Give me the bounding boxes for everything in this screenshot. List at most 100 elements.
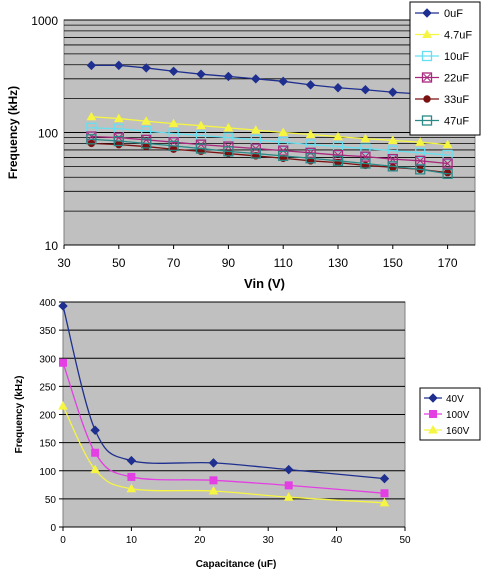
chart-2-x-tick-label: 30	[263, 535, 275, 546]
chart-2-data-point	[126, 455, 137, 466]
chart-1-data-point	[442, 139, 453, 149]
chart-1-series-5	[86, 134, 453, 179]
chart-1-data-point-x2	[306, 148, 315, 157]
chart-1-data-point	[141, 63, 151, 73]
chart-2-series-0	[58, 301, 390, 484]
chart-2-data-point	[284, 481, 293, 490]
chart-2-y-tick-label: 300	[39, 354, 56, 365]
chart-2-x-tick-label: 20	[194, 535, 206, 546]
chart-1-legend-marker	[422, 8, 432, 18]
chart-1-data-point	[278, 76, 288, 87]
chart-1-legend-label: 4.7uF	[444, 30, 472, 42]
chart-2-data-point	[91, 448, 100, 457]
chart-1-x-tick-label: 110	[274, 256, 293, 270]
chart-2-legend-marker	[428, 393, 438, 403]
chart-2-data-point	[284, 464, 294, 475]
chart-1-legend-marker-x2	[423, 73, 431, 82]
chart-2-data-point	[380, 489, 389, 498]
chart-1-legend-label: 22uF	[444, 73, 469, 85]
chart-1-data-point	[305, 80, 316, 90]
chart-1-data-point	[305, 129, 316, 138]
chart-2-x-tick-label: 0	[60, 535, 66, 546]
chart-2-y-tick-label: 50	[45, 495, 57, 506]
chart-1-x-tick-label: 170	[438, 256, 458, 270]
chart-1-y-axis-label: Frequency (kHz)	[6, 86, 20, 179]
chart-1-series-line	[91, 64, 448, 97]
chart-1-series-0	[86, 60, 453, 101]
chart-1-y-tick-label: 10	[45, 239, 59, 253]
chart-1-data-point	[442, 158, 453, 169]
chart-1-data-point	[360, 85, 371, 95]
chart-2-data-point	[127, 472, 136, 481]
chart-1-data-point	[251, 74, 261, 84]
chart-1-legend-label: 10uF	[444, 51, 469, 63]
chart-2-legend-label: 100V	[446, 410, 470, 421]
chart-2-legend-marker	[428, 424, 438, 434]
chart-1-data-point	[333, 131, 343, 141]
chart-1-data-point-x2	[443, 159, 452, 168]
chart-2-y-tick-label: 0	[50, 523, 56, 534]
chart-2-y-tick-label: 400	[39, 298, 56, 309]
chart-1-legend-marker	[423, 95, 431, 103]
chart-1-data-point	[389, 163, 397, 172]
chart-2-data-point	[379, 497, 390, 507]
chart-1: 10 100 1000 30 50 70 90 110 130 150 170 Vin (V) Freq…	[6, 1, 481, 291]
chart-2-data-point	[283, 492, 294, 501]
chart-2-data-point	[209, 476, 218, 485]
chart-2-series-line	[62, 405, 385, 504]
chart-2-legend-label: 40V	[446, 394, 464, 405]
chart-1-series-line	[91, 116, 448, 146]
chart-1-data-point	[196, 120, 206, 130]
chart-1-data-point-x2	[334, 151, 342, 159]
chart-2-data-point	[208, 485, 219, 495]
chart-2-data-point	[126, 483, 137, 493]
chart-1-data-point	[388, 87, 398, 97]
chart-2-data-point	[90, 425, 100, 435]
chart-2-y-tick-label: 150	[39, 439, 56, 450]
chart-2-x-tick-label: 40	[331, 535, 343, 546]
chart-2-y-tick-label: 100	[39, 467, 56, 478]
chart-1-y-tick-label: 100	[38, 127, 58, 141]
chart-2-legend-marker	[429, 410, 437, 418]
chart-1-x-tick-label: 30	[57, 256, 71, 270]
chart-2-x-axis-label: Capacitance (uF)	[196, 559, 277, 570]
chart-2-x-tick-label: 50	[399, 535, 411, 546]
chart-1-data-point	[86, 111, 97, 121]
chart-1-data-point	[196, 69, 206, 79]
chart-1-data-point	[141, 116, 152, 125]
chart-1-data-point	[168, 66, 179, 76]
chart-2-data-point	[379, 473, 390, 484]
chart-1-data-point-x2	[169, 138, 178, 147]
chart-2-data-point	[90, 464, 101, 474]
chart-1-data-point	[278, 127, 289, 136]
chart-2-data-point	[58, 401, 68, 410]
chart-1-legend-label: 47uF	[444, 116, 469, 128]
chart-1-data-point-x2	[114, 133, 123, 142]
chart-1-data-point	[223, 71, 234, 82]
chart-2: 0 50 100 150 200 250 300 350 400 0 10 20 30 40 50 Capac…	[14, 298, 481, 570]
chart-1-legend-box	[409, 1, 481, 136]
chart-1-data-point	[387, 153, 398, 165]
chart-1-data-point	[250, 125, 261, 134]
chart-1-data-point-x2	[142, 136, 151, 144]
chart-1-data-point	[86, 60, 97, 71]
chart-2-data-point	[208, 458, 219, 468]
chart-1-data-point	[415, 137, 426, 146]
chart-1-data-point	[360, 151, 371, 162]
chart-1-data-point	[360, 133, 371, 143]
chart-2-legend-label: 160V	[446, 426, 470, 437]
chart-1-data-point	[114, 60, 124, 71]
chart-2-y-tick-label: 250	[39, 382, 56, 393]
chart-2-legend: 40V 100V 160V	[419, 387, 481, 441]
chart-1-x-tick-label: 70	[167, 256, 181, 270]
chart-1-legend-label: 0uF	[444, 8, 463, 20]
chart-2-y-axis-label: Frequency (kHz)	[14, 376, 25, 454]
chart-1-y-tick-label: 1000	[31, 14, 58, 28]
chart-2-y-tick-label: 350	[39, 326, 56, 337]
chart-1-x-axis-label: Vin (V)	[244, 276, 285, 291]
chart-2-series-line	[62, 362, 385, 494]
chart-1-legend-label: 33uF	[444, 94, 469, 106]
chart-1-data-point	[142, 142, 150, 151]
chart-2-series-1	[59, 358, 389, 498]
